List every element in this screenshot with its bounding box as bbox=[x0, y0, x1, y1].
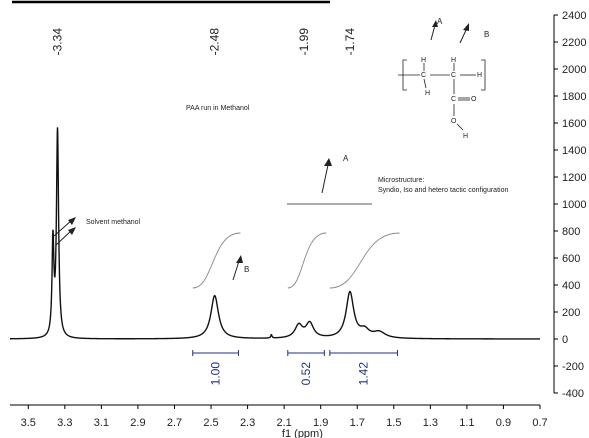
x-tick-label: 3.5 bbox=[21, 417, 36, 429]
svg-text:H: H bbox=[425, 90, 430, 97]
axes: 2400220020001800160014001200100080060040… bbox=[10, 10, 586, 438]
arrow-a-mid bbox=[321, 164, 329, 194]
label-b-peak: B bbox=[244, 265, 249, 274]
x-axis-label: f1 (ppm) bbox=[282, 428, 323, 438]
label-a-mid: A bbox=[343, 154, 349, 163]
svg-text:H: H bbox=[421, 57, 426, 64]
svg-text:O: O bbox=[471, 96, 477, 103]
svg-text:A: A bbox=[437, 17, 443, 26]
integral-value: 1.00 bbox=[209, 362, 223, 386]
y-tick-label: 1000 bbox=[562, 199, 586, 211]
y-tick-label: 1800 bbox=[562, 91, 586, 103]
y-tick-label: -200 bbox=[562, 361, 584, 373]
x-tick-label: 1.3 bbox=[423, 417, 438, 429]
arrow-b-peak bbox=[232, 260, 240, 281]
x-tick-label: 0.7 bbox=[532, 417, 547, 429]
svg-text:H: H bbox=[477, 72, 482, 79]
peak-label: -1.74 bbox=[343, 28, 357, 56]
y-tick-label: 600 bbox=[562, 253, 580, 265]
y-tick-label: 0 bbox=[562, 334, 568, 346]
x-tick-label: 2.1 bbox=[276, 417, 291, 429]
y-tick-label: 1200 bbox=[562, 172, 586, 184]
sample-annotation: PAA run in Methanol bbox=[186, 105, 250, 112]
peak-label: -1.99 bbox=[297, 28, 311, 56]
svg-text:C: C bbox=[451, 96, 456, 103]
peak-label: -2.48 bbox=[208, 28, 222, 56]
integral-curve bbox=[192, 232, 241, 289]
integral-value: 0.52 bbox=[299, 362, 313, 386]
svg-text:H: H bbox=[451, 57, 456, 64]
arrow-solvent-2-head bbox=[68, 227, 76, 235]
y-tick-label: 200 bbox=[562, 307, 580, 319]
arrow-b-peak-head bbox=[236, 255, 243, 263]
y-tick-label: 400 bbox=[562, 280, 580, 292]
y-tick-label: -400 bbox=[562, 388, 584, 400]
x-tick-label: 2.5 bbox=[203, 417, 218, 429]
y-tick-label: 1400 bbox=[562, 145, 586, 157]
x-tick-label: 3.1 bbox=[94, 417, 109, 429]
svg-text:O: O bbox=[451, 118, 457, 125]
x-tick-label: 2.7 bbox=[167, 417, 182, 429]
svg-text:H: H bbox=[463, 133, 468, 140]
solvent-annotation: Solvent methanol bbox=[86, 219, 141, 226]
y-tick-label: 1600 bbox=[562, 118, 586, 130]
svg-text:C: C bbox=[451, 72, 456, 79]
x-tick-label: 1.7 bbox=[350, 417, 365, 429]
y-tick-label: 2400 bbox=[562, 10, 586, 22]
x-tick-label: 1.5 bbox=[386, 417, 401, 429]
peak-labels: -3.34 -2.48 -1.99 -1.74 bbox=[51, 28, 357, 56]
integral-curve bbox=[287, 232, 327, 289]
arrow-solvent-2 bbox=[55, 229, 73, 246]
y-tick-label: 800 bbox=[562, 226, 580, 238]
x-tick-label: 1.1 bbox=[459, 417, 474, 429]
integral-curve bbox=[329, 232, 400, 289]
arrow-solvent-1-head bbox=[68, 217, 76, 225]
integrals: 1.00 0.52 1.42 bbox=[192, 232, 400, 386]
spectrum-line bbox=[10, 127, 540, 340]
x-tick-label: 3.3 bbox=[57, 417, 72, 429]
peak-label: -3.34 bbox=[51, 28, 65, 56]
integral-value: 1.42 bbox=[357, 362, 371, 386]
arrow-a-mid-head bbox=[324, 158, 332, 166]
x-tick-label: 0.9 bbox=[496, 417, 511, 429]
arrow-solvent-1 bbox=[53, 219, 73, 237]
x-tick-label: 2.3 bbox=[240, 417, 255, 429]
structure-drawing: A B C C H H H H C O O H bbox=[398, 17, 489, 140]
y-tick-label: 2000 bbox=[562, 64, 586, 76]
x-tick-label: 1.9 bbox=[313, 417, 328, 429]
microstructure-annotation-line2: Syndio, Iso and hetero tactic configurat… bbox=[378, 187, 508, 194]
y-tick-label: 2200 bbox=[562, 37, 586, 49]
svg-text:B: B bbox=[484, 30, 489, 39]
x-tick-label: 2.9 bbox=[130, 417, 145, 429]
svg-text:C: C bbox=[421, 72, 426, 79]
microstructure-annotation-line1: Microstructure: bbox=[378, 177, 424, 184]
